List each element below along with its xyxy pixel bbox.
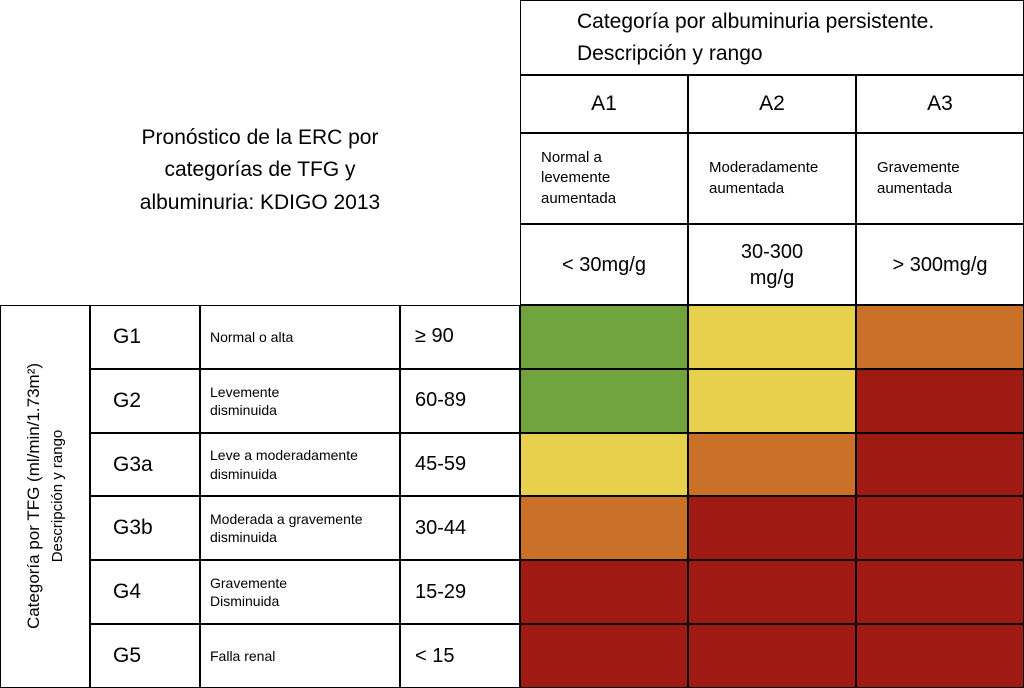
column-description-a2: Moderadamente aumentada xyxy=(688,133,856,224)
column-description-a1: Normal a levemente aumentada xyxy=(520,133,688,224)
risk-cell-g5-a1 xyxy=(520,624,688,688)
row-code-g3b: G3b xyxy=(90,496,200,561)
row-code-g5: G5 xyxy=(90,624,200,688)
row-code-g1: G1 xyxy=(90,305,200,369)
column-range-a3: > 300mg/g xyxy=(856,224,1024,305)
row-range-g3b: 30-44 xyxy=(400,496,520,561)
column-range-a2: 30-300 mg/g xyxy=(688,224,856,305)
risk-cell-g2-a1 xyxy=(520,368,688,433)
albuminuria-header-title: Categoría por albuminuria persistente. D… xyxy=(520,0,1024,75)
row-range-g1: ≥ 90 xyxy=(400,305,520,369)
row-description-g1: Normal o alta xyxy=(200,305,400,369)
column-header-a3: A3 xyxy=(856,75,1024,133)
risk-cell-g3a-a3 xyxy=(856,432,1024,497)
row-range-g4: 15-29 xyxy=(400,560,520,625)
column-description-a3: Gravemente aumentada xyxy=(856,133,1024,224)
row-code-g4: G4 xyxy=(90,560,200,625)
row-description-g3a: Leve a moderadamente disminuida xyxy=(200,432,400,497)
risk-cell-g5-a3 xyxy=(856,624,1024,688)
row-range-g2: 60-89 xyxy=(400,368,520,433)
risk-cell-g1-a2 xyxy=(688,305,856,369)
risk-cell-g4-a2 xyxy=(688,560,856,625)
row-range-g5: < 15 xyxy=(400,624,520,688)
risk-cell-g3a-a1 xyxy=(520,432,688,497)
risk-cell-g2-a2 xyxy=(688,368,856,433)
risk-cell-g4-a1 xyxy=(520,560,688,625)
risk-cell-g1-a3 xyxy=(856,305,1024,369)
row-code-g2: G2 xyxy=(90,368,200,433)
row-description-g2: Levemente disminuida xyxy=(200,368,400,433)
risk-cell-g2-a3 xyxy=(856,368,1024,433)
figure-title: Pronóstico de la ERC por categorías de T… xyxy=(0,0,520,305)
column-header-a2: A2 xyxy=(688,75,856,133)
risk-cell-g3a-a2 xyxy=(688,432,856,497)
tfg-axis-subtitle: Descripción y rango xyxy=(49,430,66,563)
risk-cell-g1-a1 xyxy=(520,305,688,369)
risk-cell-g3b-a1 xyxy=(520,496,688,561)
row-description-g3b: Moderada a gravemente disminuida xyxy=(200,496,400,561)
row-range-g3a: 45-59 xyxy=(400,432,520,497)
column-range-a1: < 30mg/g xyxy=(520,224,688,305)
row-description-g5: Falla renal xyxy=(200,624,400,688)
column-header-a1: A1 xyxy=(520,75,688,133)
risk-cell-g5-a2 xyxy=(688,624,856,688)
tfg-axis-label: Categoría por TFG (ml/min/1.73m²) Descri… xyxy=(0,305,90,688)
risk-cell-g4-a3 xyxy=(856,560,1024,625)
risk-cell-g3b-a2 xyxy=(688,496,856,561)
row-code-g3a: G3a xyxy=(90,432,200,497)
tfg-axis-label-text: Categoría por TFG (ml/min/1.73m²) Descri… xyxy=(1,306,89,687)
risk-cell-g3b-a3 xyxy=(856,496,1024,561)
tfg-axis-title: Categoría por TFG (ml/min/1.73m²) xyxy=(24,363,43,630)
row-description-g4: Gravemente Disminuida xyxy=(200,560,400,625)
